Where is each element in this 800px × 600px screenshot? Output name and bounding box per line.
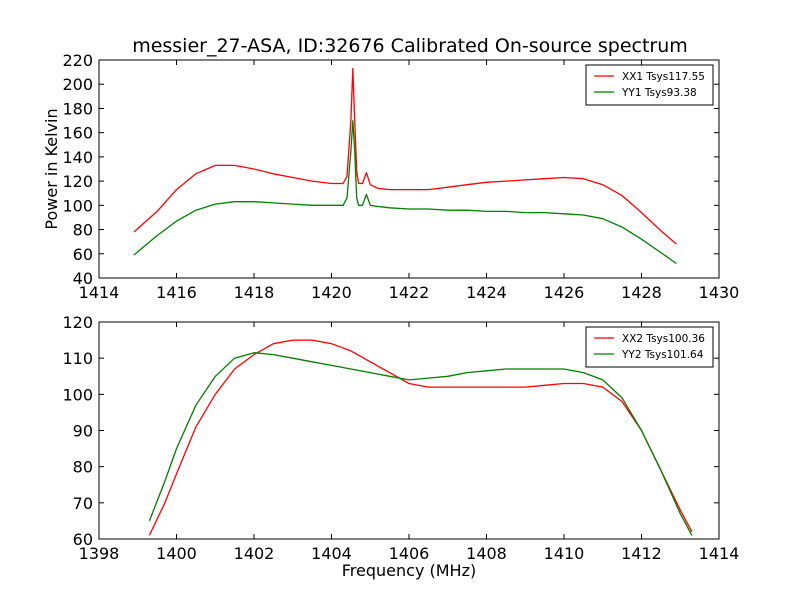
y-tick-label: 90 (73, 422, 93, 441)
x-tick-label: 1428 (621, 283, 662, 302)
x-tick-label: 1406 (389, 544, 430, 563)
series-line-xx2 (148, 339, 693, 536)
y-tick-label: 80 (73, 221, 93, 240)
y-tick-label: 80 (73, 458, 93, 477)
chart-title: messier_27-ASA, ID:32676 Calibrated On-s… (132, 35, 688, 57)
legend-entry: YY2 Tsys101.64 (621, 349, 704, 361)
bottom-spectrum-panel: 1398 1400 1402 1404 1406 1408 1410 1412 1414 60 70… (62, 313, 739, 580)
x-tick-label: 1426 (544, 283, 585, 302)
x-tick-label: 1402 (234, 544, 275, 563)
x-tick-label: 1404 (311, 544, 352, 563)
x-tick-label: 1410 (544, 544, 585, 563)
x-tick-label: 1412 (621, 544, 662, 563)
y-tick-label: 140 (62, 148, 93, 167)
x-tick-label: 1422 (389, 283, 430, 302)
y-axis-label: Power in Kelvin (42, 108, 61, 229)
y-tick-label: 100 (62, 385, 93, 404)
x-tick-label: 1416 (156, 283, 197, 302)
y-tick-label: 60 (73, 245, 93, 264)
series-line-yy1 (133, 119, 677, 265)
x-tick-label: 1414 (79, 283, 120, 302)
legend: XX1 Tsys117.55 YY1 Tsys93.38 (585, 64, 714, 106)
legend-entry: XX1 Tsys117.55 (622, 71, 705, 83)
y-tick-label: 180 (62, 99, 93, 118)
legend-box (585, 326, 714, 368)
x-tick-label: 1400 (156, 544, 197, 563)
y-tick-label: 110 (62, 349, 93, 368)
x-tick-label: 1408 (466, 544, 507, 563)
x-tick-label: 1414 (699, 544, 740, 563)
y-tick-label: 60 (73, 530, 93, 549)
y-tick-label: 220 (62, 51, 93, 70)
x-tick-label: 1424 (466, 283, 507, 302)
x-tick-label: 1398 (79, 544, 120, 563)
series-line-xx1 (133, 67, 677, 245)
y-tick-label: 160 (62, 124, 93, 143)
y-tick-label: 40 (73, 269, 93, 288)
x-tick-label: 1420 (311, 283, 352, 302)
y-tick-label: 100 (62, 196, 93, 215)
y-tick-label: 200 (62, 75, 93, 94)
series-line-yy2 (148, 352, 693, 536)
y-tick-label: 70 (73, 494, 93, 513)
x-axis-label: Frequency (MHz) (342, 561, 476, 580)
legend-entry: YY1 Tsys93.38 (621, 87, 697, 99)
y-tick-label: 120 (62, 313, 93, 332)
legend-box (585, 64, 714, 106)
legend: XX2 Tsys100.36 YY2 Tsys101.64 (585, 326, 714, 368)
legend-entry: XX2 Tsys100.36 (622, 333, 705, 345)
top-spectrum-panel: 1414 1416 1418 1420 1422 1424 1426 1428 1430 40 60… (42, 51, 739, 302)
y-tick-label: 120 (62, 172, 93, 191)
x-tick-label: 1418 (234, 283, 275, 302)
x-tick-label: 1430 (699, 283, 740, 302)
